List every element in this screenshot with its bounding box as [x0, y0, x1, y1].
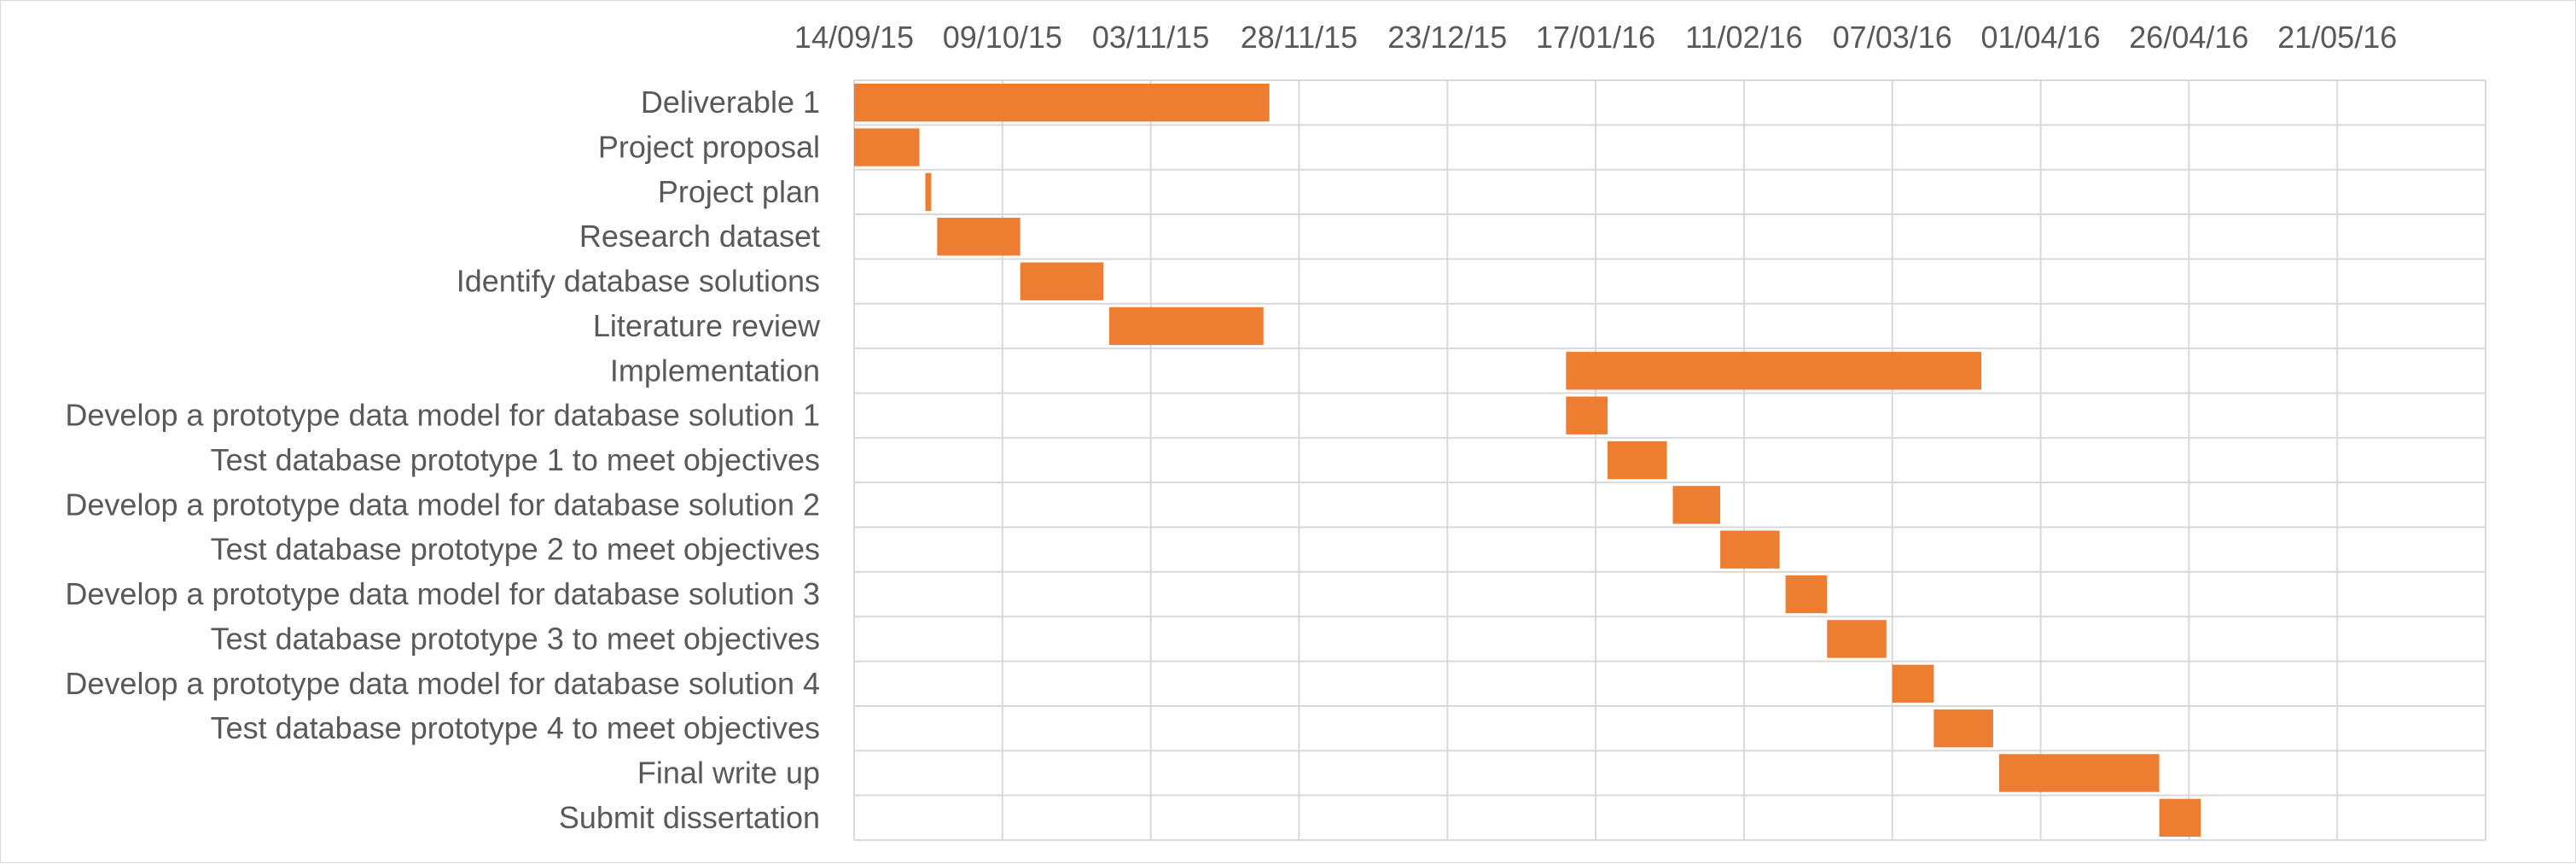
task-label: Implementation	[610, 353, 820, 388]
x-tick-label: 11/02/16	[1685, 20, 1802, 55]
bar-layer	[854, 84, 2201, 837]
x-tick-label: 01/04/16	[1980, 20, 2100, 55]
x-tick-label: 07/03/16	[1833, 20, 1952, 55]
x-tick-label: 23/12/15	[1387, 20, 1507, 55]
task-label: Develop a prototype data model for datab…	[65, 487, 820, 522]
task-label: Literature review	[593, 308, 821, 343]
task-label: Identify database solutions	[456, 264, 820, 299]
x-tick-label: 03/11/15	[1092, 20, 1209, 55]
task-label: Test database prototype 1 to meet object…	[211, 442, 820, 477]
task-label: Test database prototype 3 to meet object…	[211, 621, 820, 656]
gantt-bar	[854, 128, 920, 166]
grid-layer	[853, 79, 2486, 841]
gantt-bar	[1933, 709, 1993, 748]
task-labels: Deliverable 1 Project proposal Project pla…	[65, 85, 821, 835]
gantt-bar	[1020, 262, 1104, 301]
gantt-bar	[1566, 352, 1982, 390]
task-label: Test database prototype 4 to meet object…	[211, 710, 820, 745]
gantt-bar	[1566, 396, 1608, 435]
task-label: Project plan	[658, 174, 820, 209]
gantt-bar	[1998, 754, 2160, 792]
gantt-bar	[1892, 664, 1934, 703]
gantt-bar	[937, 218, 1021, 256]
x-tick-label: 26/04/16	[2129, 20, 2248, 55]
x-tick-label: 21/05/16	[2277, 20, 2397, 55]
task-label: Deliverable 1	[641, 85, 820, 120]
task-label: Develop a prototype data model for datab…	[65, 398, 820, 433]
task-label: Research dataset	[579, 219, 820, 254]
gantt-bar	[1672, 486, 1721, 524]
gantt-bar	[854, 84, 1270, 122]
gantt-bar	[1785, 575, 1828, 614]
task-label: Submit dissertation	[559, 800, 820, 835]
gantt-bar	[1607, 441, 1667, 480]
task-label: Develop a prototype data model for datab…	[65, 576, 820, 611]
x-tick-label: 14/09/15	[794, 20, 914, 55]
gantt-bar	[1720, 530, 1780, 569]
x-axis-tick-labels: 14/09/15 09/10/15 03/11/15 28/11/15 23/12/15…	[794, 20, 2397, 55]
x-tick-label: 09/10/15	[943, 20, 1062, 55]
task-label: Develop a prototype data model for datab…	[65, 666, 820, 701]
x-tick-label: 28/11/15	[1241, 20, 1358, 55]
gantt-bar	[1827, 620, 1887, 658]
gantt-bar	[1108, 306, 1264, 346]
task-label: Project proposal	[598, 130, 820, 165]
gantt-bar	[2159, 798, 2201, 837]
gantt-bar	[925, 172, 932, 212]
task-label: Test database prototype 2 to meet object…	[211, 532, 820, 567]
x-tick-label: 17/01/16	[1536, 20, 1655, 55]
task-label: Final write up	[637, 755, 820, 790]
